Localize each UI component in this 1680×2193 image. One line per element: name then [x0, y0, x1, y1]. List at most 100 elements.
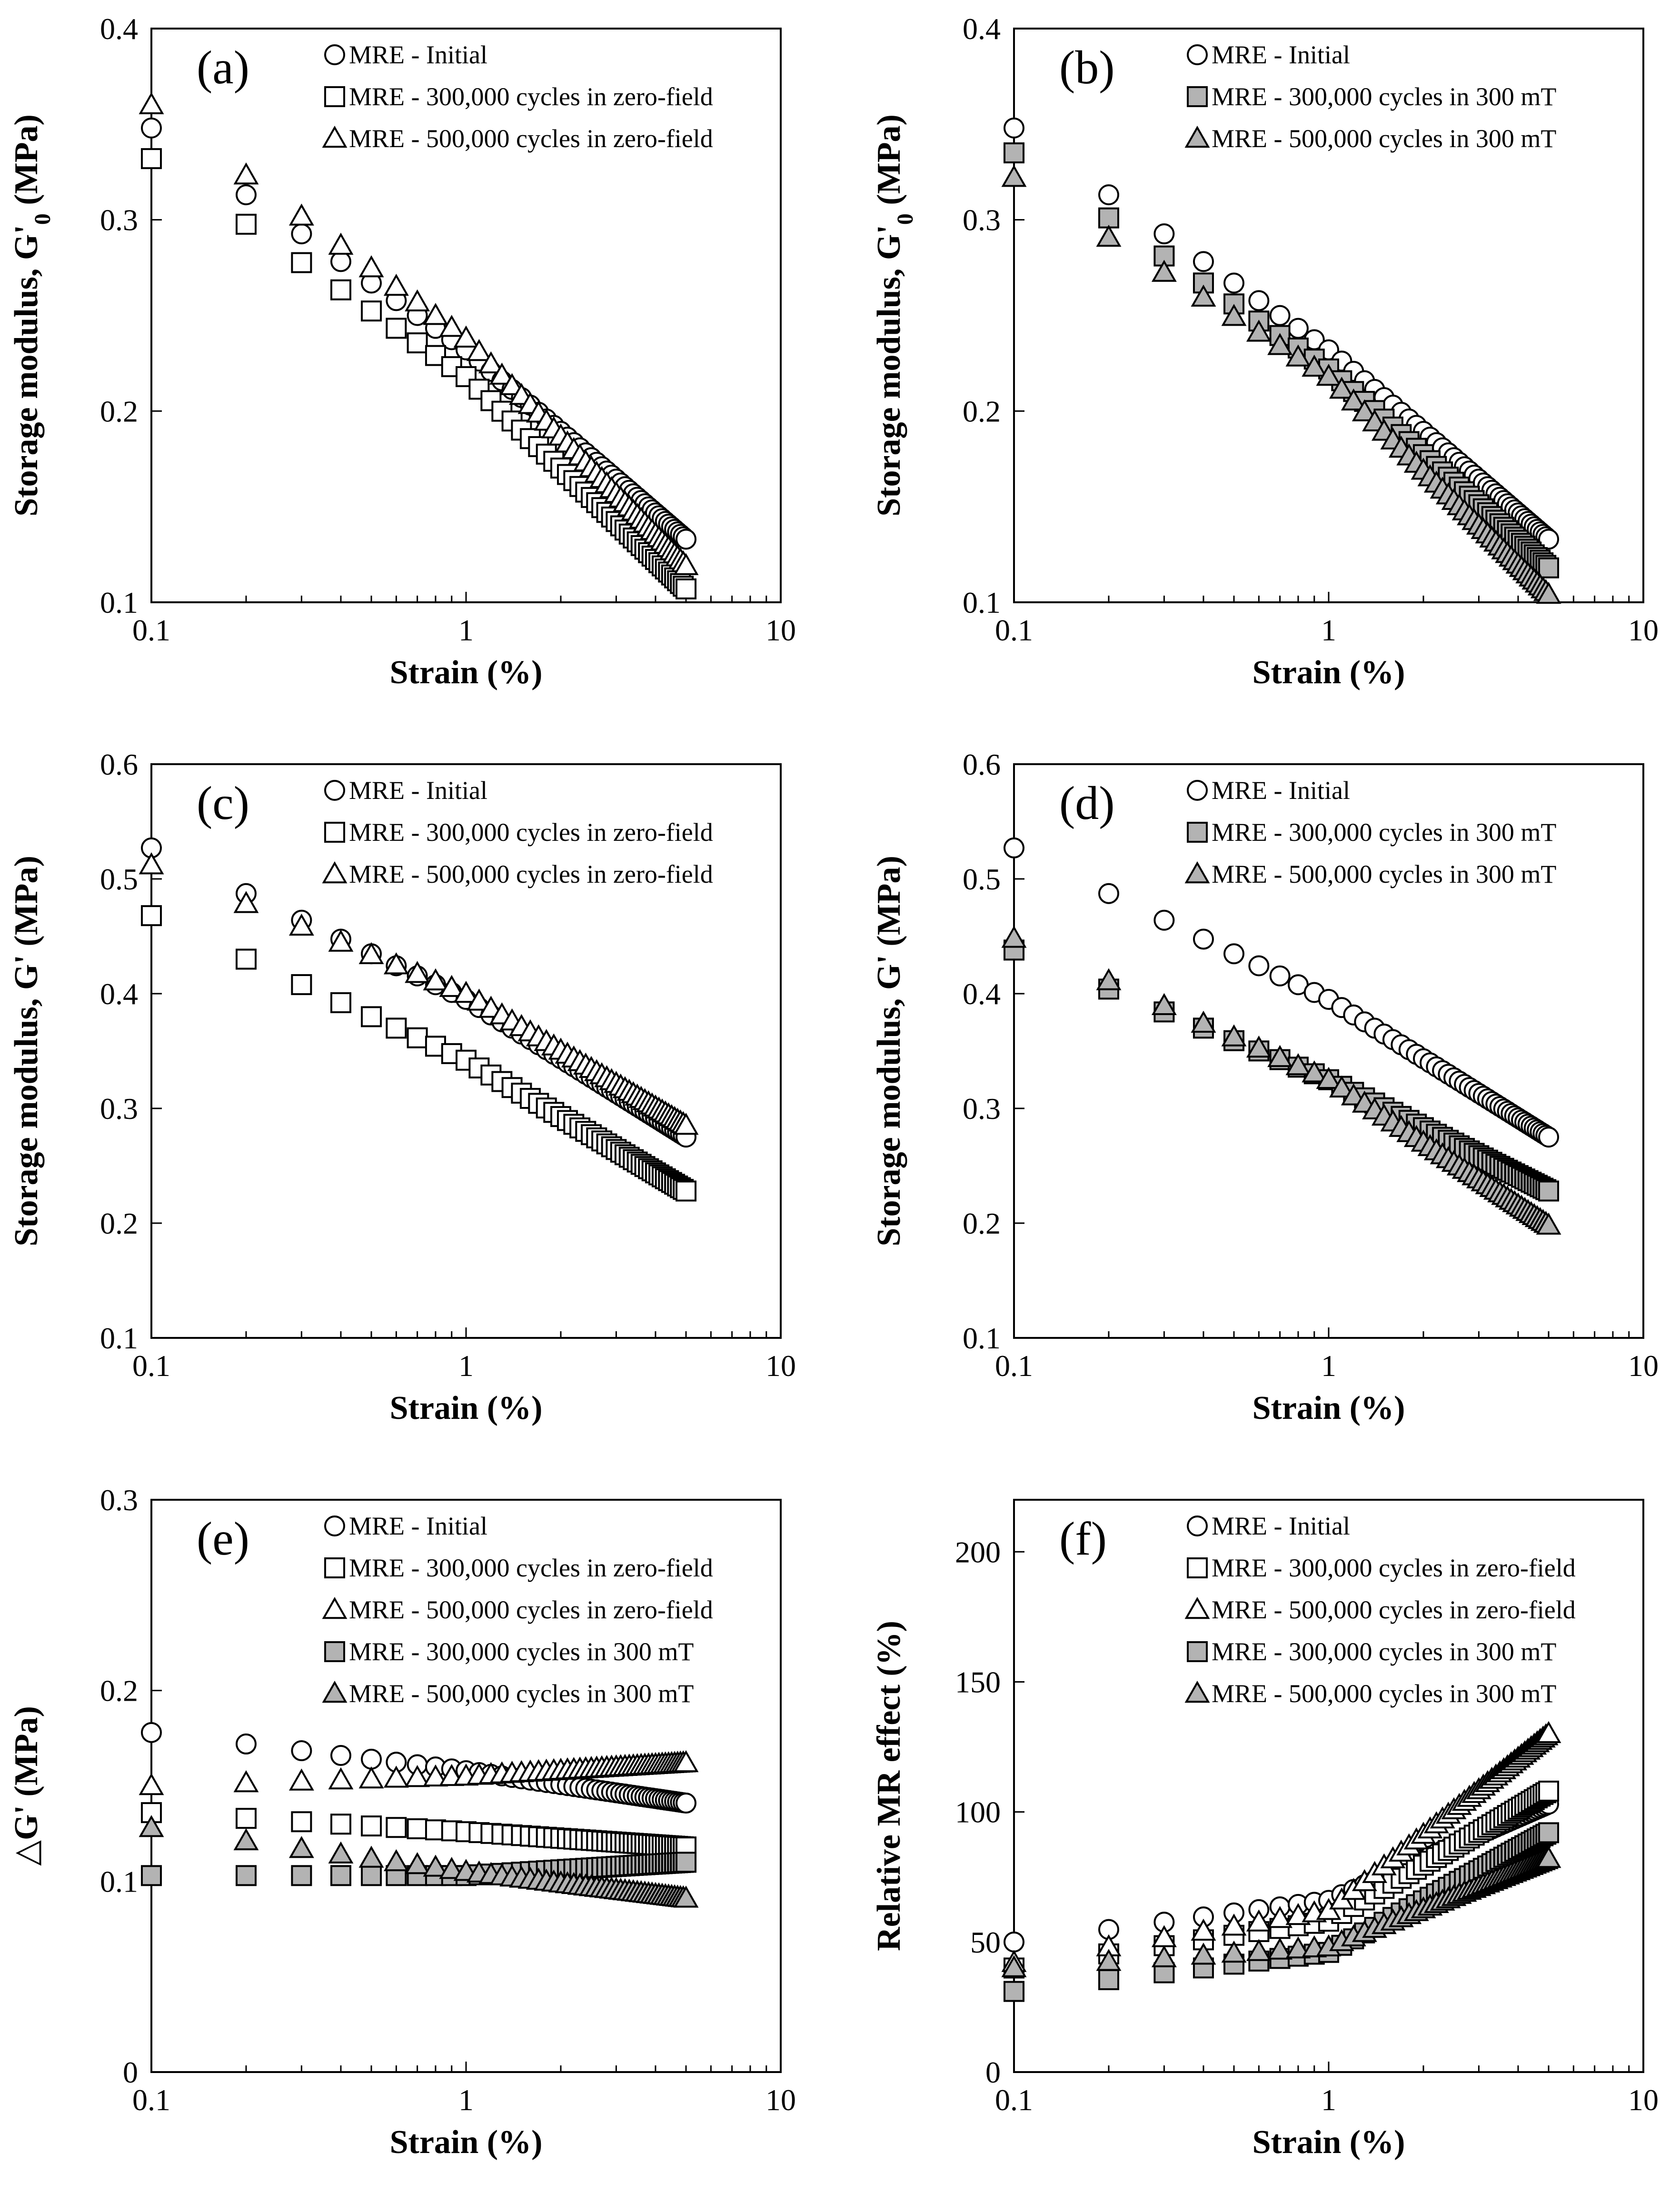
legend-marker	[324, 44, 345, 65]
data-point	[288, 1768, 314, 1791]
x-tick-label: 0.1	[995, 2083, 1033, 2117]
y-tick-label: 0.4	[963, 977, 1001, 1011]
series-1	[141, 905, 697, 1202]
panel-label: (f)	[1059, 1512, 1107, 1565]
data-point	[1098, 883, 1119, 904]
legend-marker	[1184, 125, 1210, 148]
x-axis-title: Strain (%)	[390, 654, 543, 691]
data-point	[1302, 354, 1327, 377]
data-point	[291, 223, 312, 245]
data-point	[423, 1764, 448, 1787]
data-point	[288, 913, 314, 936]
data-point	[676, 1793, 697, 1814]
y-tick-label: 0.3	[100, 1483, 138, 1517]
y-tick-label: 0.5	[100, 862, 138, 896]
data-point	[141, 1722, 162, 1743]
data-point	[1223, 272, 1245, 294]
data-point	[1193, 928, 1214, 950]
data-point	[358, 255, 384, 278]
legend: MRE - Initial MRE - 300,000 cycles in 300…	[1184, 776, 1556, 888]
data-point	[141, 905, 162, 927]
legend-label: MRE - 500,000 cycles in zero-field	[1212, 1595, 1576, 1624]
data-point	[1538, 1822, 1560, 1844]
data-point	[1004, 117, 1024, 139]
series-0	[1004, 837, 1560, 1148]
data-point	[1004, 837, 1024, 858]
legend-marker	[324, 822, 345, 843]
data-point	[1285, 1053, 1311, 1076]
legend-marker	[324, 1515, 345, 1536]
data-point	[1536, 1845, 1561, 1868]
y-tick-label: 0.1	[100, 586, 138, 619]
legend-marker	[1187, 1557, 1208, 1578]
data-point	[235, 1865, 257, 1886]
data-point	[330, 1865, 351, 1886]
plot-frame	[1013, 28, 1644, 603]
data-point	[1287, 318, 1309, 339]
y-tick-label: 0.6	[100, 748, 138, 781]
panel-a: 0.1 1 10 0.1 0.2 0.3 0.4 Strain (%) Storage modu…	[8, 12, 796, 691]
data-point	[1329, 377, 1354, 399]
data-point	[1001, 926, 1027, 948]
y-axis-title: Storage modulus, G'0 (MPa)	[871, 114, 918, 517]
legend-label: MRE - Initial	[349, 1512, 487, 1540]
data-point	[1098, 184, 1119, 206]
x-tick-label: 1	[458, 2083, 474, 2117]
data-point	[383, 952, 409, 975]
data-point	[1223, 943, 1245, 965]
data-point	[1267, 333, 1293, 355]
data-point	[1191, 284, 1216, 307]
legend-marker	[324, 1557, 345, 1578]
panel-c: 0.1 1 10 0.1 0.2 0.3 0.4 0.5 0.6 Strain (%) Storag…	[8, 748, 796, 1426]
series-2	[139, 1750, 699, 1795]
data-point	[439, 315, 465, 337]
data-point	[1329, 1075, 1354, 1098]
data-point	[1221, 1914, 1247, 1936]
x-tick-label: 1	[458, 1349, 474, 1383]
y-tick-label: 0.2	[100, 1206, 138, 1240]
data-point	[328, 929, 354, 952]
data-point	[1341, 388, 1366, 411]
legend-marker	[1184, 861, 1210, 884]
data-point	[361, 1865, 382, 1886]
data-point	[1096, 225, 1122, 247]
data-point	[233, 1770, 259, 1793]
data-point	[139, 852, 164, 875]
data-point	[358, 942, 384, 964]
data-point	[1098, 207, 1119, 229]
legend-marker	[1187, 822, 1208, 843]
data-point	[235, 184, 257, 206]
legend-label: MRE - 300,000 cycles in zero-field	[1212, 1554, 1576, 1582]
data-point	[1096, 968, 1122, 990]
data-point	[466, 339, 492, 361]
data-point	[405, 1765, 430, 1787]
data-point	[407, 1818, 428, 1839]
data-point	[1001, 1955, 1027, 1977]
legend: MRE - Initial MRE - 300,000 cycles in zer…	[322, 776, 713, 888]
data-point	[425, 345, 446, 366]
data-point	[358, 1845, 384, 1868]
data-point	[358, 1766, 384, 1789]
data-point	[1267, 1045, 1293, 1067]
data-point	[1153, 223, 1175, 245]
data-point	[673, 553, 699, 575]
data-point	[330, 1745, 351, 1766]
x-tick-label: 1	[1321, 613, 1336, 647]
data-point	[1246, 1939, 1272, 1961]
y-tick-label: 0.4	[100, 977, 138, 1011]
legend-label: MRE - 300,000 cycles in 300 mT	[1212, 1637, 1556, 1666]
panel-d: 0.1 1 10 0.1 0.2 0.3 0.4 0.5 0.6 Strain (%) Storag…	[871, 748, 1659, 1426]
y-tick-label: 0.1	[100, 1321, 138, 1355]
data-point	[405, 289, 430, 312]
data-point	[405, 961, 430, 983]
x-tick-label: 0.1	[132, 1349, 170, 1383]
data-point	[1098, 1969, 1119, 1990]
legend-label: MRE - 300,000 cycles in 300 mT	[349, 1637, 694, 1666]
data-point	[361, 1815, 382, 1837]
legend-marker	[1187, 44, 1208, 65]
data-point	[291, 1811, 312, 1833]
y-tick-label: 0	[985, 2055, 1001, 2089]
legend-marker	[324, 780, 345, 801]
legend-label: MRE - 500,000 cycles in zero-field	[349, 1595, 713, 1624]
